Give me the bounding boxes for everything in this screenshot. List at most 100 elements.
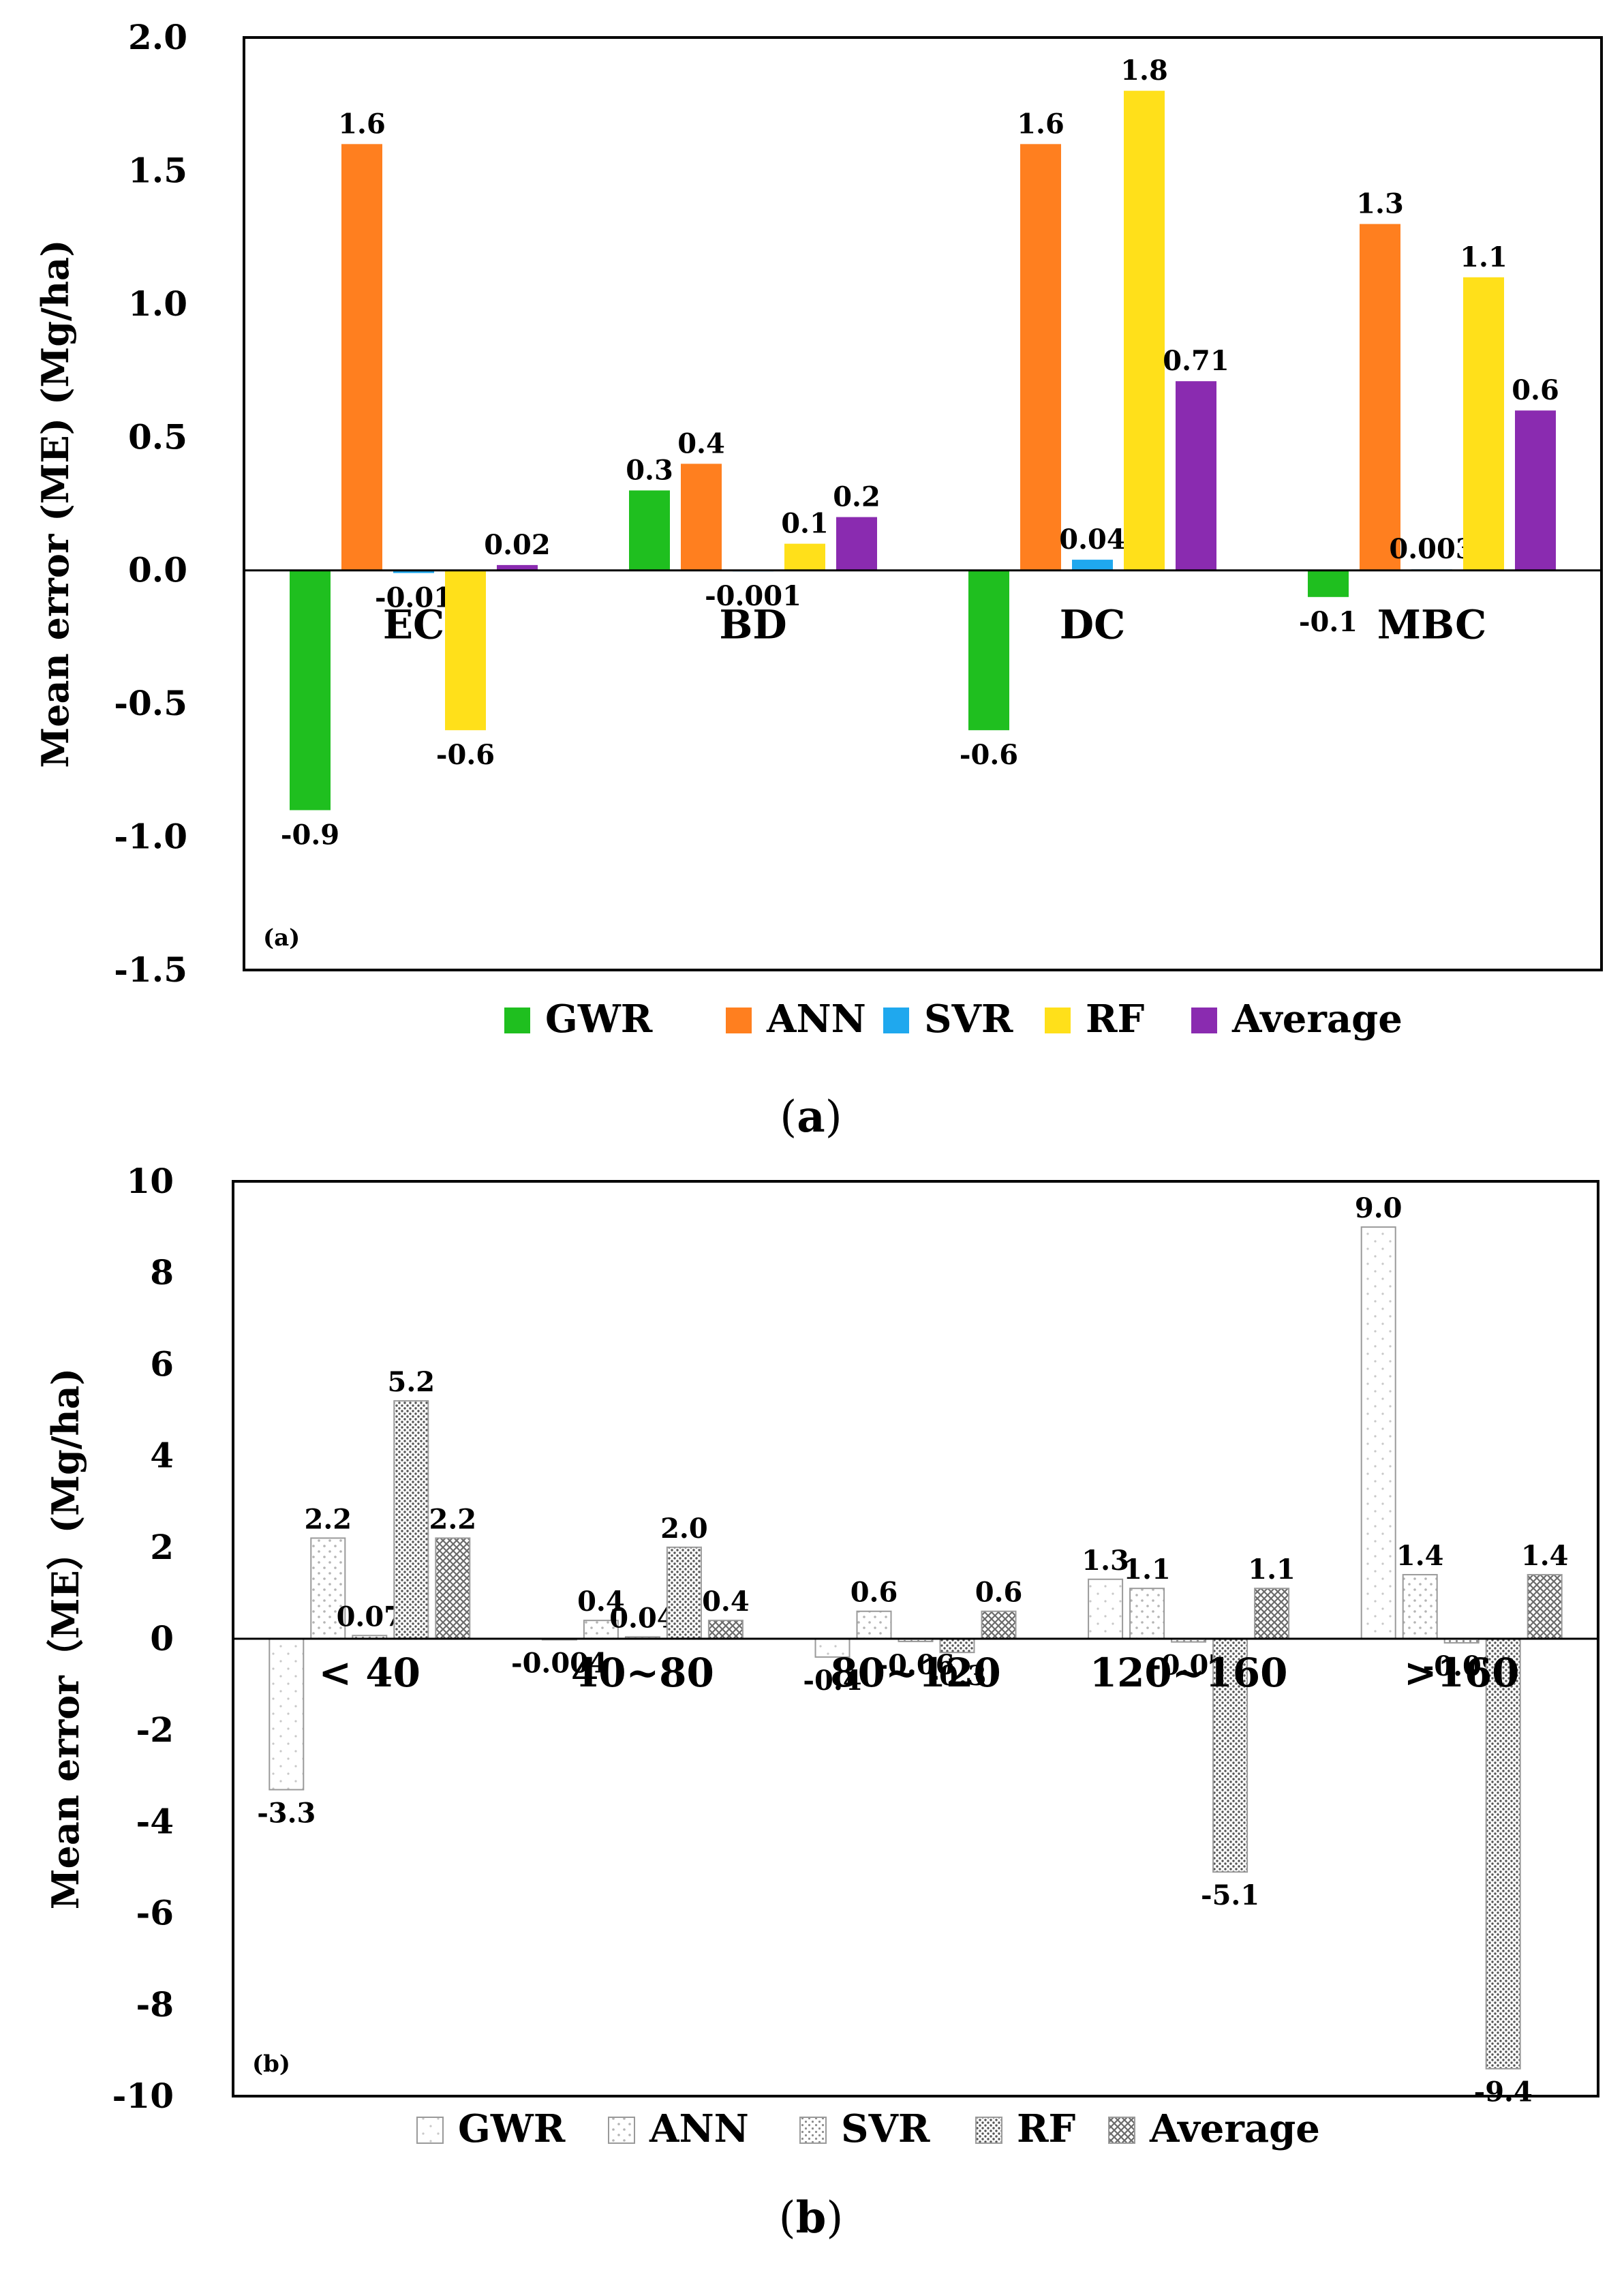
bar-ann-4 bbox=[1360, 224, 1400, 571]
category-label: >160 bbox=[1404, 1650, 1520, 1696]
bar-average-3 bbox=[1176, 381, 1216, 571]
bar-average-2 bbox=[836, 517, 877, 571]
data-label: -0.3 bbox=[928, 1660, 986, 1692]
bar-average-4 bbox=[1254, 1588, 1290, 1639]
legend-swatch-rf bbox=[975, 2117, 1002, 2144]
legend-label-gwr: GWR bbox=[545, 997, 653, 1042]
data-label: 2.2 bbox=[305, 1503, 352, 1535]
chart-panel-b: 10 8 6 4 2 0 -2 -4 -6 -8 -10 Mean error（ME）(Mg/ha) -… bbox=[44, 1161, 1599, 2243]
data-label: -0.001 bbox=[705, 580, 801, 612]
bar-ann-2 bbox=[583, 1620, 619, 1639]
bar-average-1 bbox=[435, 1537, 471, 1639]
y-tick-label: -1.0 bbox=[114, 817, 187, 857]
y-tick-label: 4 bbox=[150, 1436, 174, 1476]
bar-ann-1 bbox=[310, 1537, 346, 1639]
legend-label-svr: SVR bbox=[924, 997, 1013, 1042]
y-tick-label: -2 bbox=[136, 1710, 174, 1750]
legend-swatch-average bbox=[1108, 2117, 1135, 2144]
data-label: -0.6 bbox=[960, 739, 1018, 771]
data-label: 0.4 bbox=[677, 427, 725, 459]
legend-swatch-ann bbox=[726, 1008, 752, 1033]
bar-gwr-1 bbox=[269, 1638, 305, 1791]
bar-ann-5 bbox=[1402, 1574, 1438, 1640]
data-label: -0.06 bbox=[876, 1649, 954, 1681]
y-tick-label: 1.0 bbox=[128, 284, 187, 324]
category-label: DC bbox=[1060, 602, 1125, 648]
data-label: 1.4 bbox=[1396, 1540, 1444, 1572]
data-label: -0.9 bbox=[281, 819, 339, 851]
data-label: 1.6 bbox=[1017, 108, 1064, 140]
y-axis-title: Mean error (ME) (Mg/ha) bbox=[33, 239, 77, 768]
chart-panel-a: 2.0 1.5 1.0 0.5 0.0 -0.5 -1.0 -1.5 Mean error (M… bbox=[33, 17, 1603, 1142]
y-tick-label: 2.0 bbox=[128, 17, 187, 57]
panel-tag: (b) bbox=[252, 2050, 290, 2078]
data-label: 0.3 bbox=[626, 454, 673, 486]
data-label: 0.04 bbox=[1059, 524, 1125, 556]
bar-gwr-3 bbox=[968, 570, 1009, 731]
bar-ann-3 bbox=[1020, 144, 1061, 571]
y-tick-label: -1.5 bbox=[114, 950, 187, 990]
bar-average-1 bbox=[497, 564, 538, 571]
legend-label-ann: ANN bbox=[649, 2106, 749, 2151]
data-label: -5.1 bbox=[1201, 1879, 1259, 1911]
y-tick-label: 2 bbox=[150, 1527, 174, 1567]
plot-frame bbox=[243, 36, 1603, 971]
legend-label-average: Average bbox=[1231, 997, 1403, 1042]
category-label: EC bbox=[383, 602, 444, 648]
data-label: 1.4 bbox=[1521, 1540, 1569, 1572]
data-label: 0.71 bbox=[1163, 345, 1229, 377]
data-label: 1.3 bbox=[1356, 188, 1404, 220]
panel-caption: (a) bbox=[780, 1091, 842, 1142]
bar-gwr-2 bbox=[629, 490, 670, 571]
legend-label-rf: RF bbox=[1086, 997, 1145, 1042]
data-label: 1.1 bbox=[1123, 1554, 1171, 1586]
data-label: -0.6 bbox=[436, 739, 495, 771]
data-label: 2.2 bbox=[429, 1503, 477, 1535]
category-label: < 40 bbox=[319, 1650, 421, 1696]
data-label: -0.4 bbox=[803, 1665, 861, 1697]
panel-caption: (b) bbox=[779, 2192, 844, 2243]
data-label: 9.0 bbox=[1355, 1192, 1403, 1224]
bar-svr-1 bbox=[393, 570, 434, 573]
data-label: -9.4 bbox=[1474, 2076, 1533, 2108]
bar-rf-4 bbox=[1212, 1638, 1248, 1873]
data-label: 1.1 bbox=[1248, 1554, 1296, 1586]
bar-rf-4 bbox=[1463, 277, 1504, 571]
legend-label-average: Average bbox=[1149, 2106, 1320, 2151]
category-label: 40~80 bbox=[571, 1650, 714, 1696]
bar-gwr-5 bbox=[1360, 1226, 1396, 1639]
data-label: 0.6 bbox=[975, 1577, 1023, 1609]
y-tick-label: 6 bbox=[150, 1344, 174, 1384]
bar-gwr-3 bbox=[814, 1638, 851, 1658]
bar-rf-2 bbox=[784, 543, 825, 571]
y-tick-label: -6 bbox=[136, 1893, 174, 1933]
panel-tag: (a) bbox=[263, 924, 300, 952]
data-label: 0.07 bbox=[337, 1601, 403, 1633]
legend-swatch-svr bbox=[883, 1008, 909, 1033]
bar-ann-3 bbox=[856, 1610, 892, 1639]
bar-rf-3 bbox=[1124, 91, 1165, 571]
data-label: 1.3 bbox=[1082, 1545, 1129, 1577]
bar-rf-1 bbox=[393, 1400, 429, 1640]
bar-rf-2 bbox=[666, 1546, 702, 1640]
data-label: 5.2 bbox=[388, 1366, 435, 1398]
data-label: 1.1 bbox=[1460, 241, 1507, 273]
y-tick-label: 8 bbox=[150, 1252, 174, 1292]
category-label: BD bbox=[719, 602, 786, 648]
data-label: 0.2 bbox=[833, 481, 880, 513]
data-label: 0.6 bbox=[851, 1577, 898, 1609]
legend-swatch-gwr bbox=[416, 2117, 444, 2144]
y-tick-label: 0 bbox=[150, 1618, 174, 1658]
data-label: -0.1 bbox=[1299, 606, 1358, 638]
bar-svr-3 bbox=[1072, 560, 1113, 571]
data-label: 0.02 bbox=[484, 529, 550, 561]
data-label: 1.6 bbox=[338, 108, 386, 140]
bar-ann-2 bbox=[681, 464, 722, 571]
data-label: 2.0 bbox=[660, 1513, 708, 1545]
y-tick-label: -0.5 bbox=[114, 683, 187, 723]
y-tick-label: 1.5 bbox=[128, 150, 187, 190]
bar-rf-1 bbox=[445, 570, 486, 731]
bar-average-2 bbox=[707, 1620, 744, 1639]
y-tick-label: 0.5 bbox=[128, 416, 187, 457]
